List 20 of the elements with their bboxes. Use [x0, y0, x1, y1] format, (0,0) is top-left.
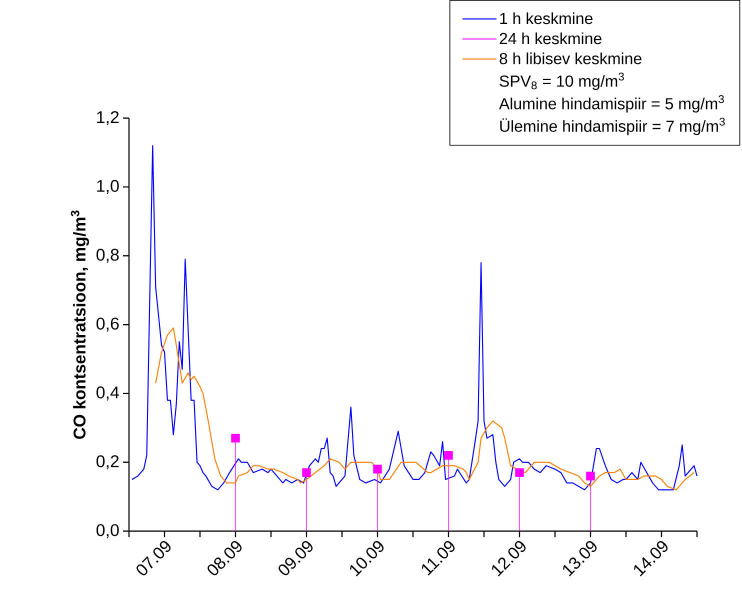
y-tick-label: 0,6 [96, 318, 119, 332]
y-tick-label: 0,8 [96, 248, 119, 263]
point [302, 468, 311, 477]
text: Alumine hindamispiir = 5 mg/m$^{3}$ [499, 95, 724, 112]
annotation: Ülemine hindamispiir = 7 mg/m$^{3}$ [500, 118, 725, 136]
point [231, 434, 240, 442]
y-tick-label: 0,4 [96, 386, 119, 400]
y-axis-title: CO kontsentratsioon, mg/m$^{3}$ [70, 210, 90, 439]
point [586, 472, 595, 480]
legend-label: 8 h libisev keskmine [500, 52, 642, 64]
text: SPV$_{8}$ = 10 mg/m$^{3}$ [500, 72, 624, 90]
y-tick-label: 1,0 [97, 180, 119, 194]
y-tick-label: 0,2 [96, 455, 119, 470]
y-tick-label: 0,0 [96, 524, 119, 538]
point [515, 468, 524, 477]
point [444, 450, 453, 460]
y-tick-label: 1,2 [97, 111, 119, 126]
legend-label: 24 h keskmine [500, 32, 602, 44]
point [373, 464, 382, 474]
legend-label: 1 h keskmine [500, 12, 593, 24]
